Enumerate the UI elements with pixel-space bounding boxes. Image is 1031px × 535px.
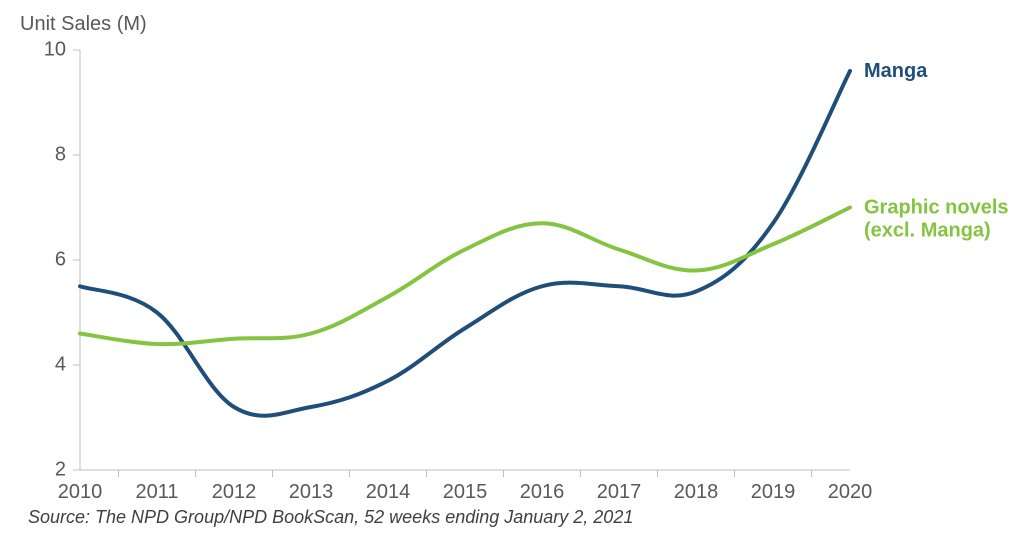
y-tick-label: 6 (55, 248, 66, 270)
y-tick-label: 10 (44, 38, 66, 60)
y-tick-label: 4 (55, 353, 66, 375)
series-label-1: Graphic novels(excl. Manga) (864, 197, 1009, 242)
x-tick-label: 2019 (751, 481, 796, 503)
series-line-0 (80, 71, 850, 416)
y-tick-label: 8 (55, 143, 66, 165)
x-tick-label: 2016 (520, 481, 565, 503)
y-tick-label: 2 (55, 458, 66, 480)
source-note: Source: The NPD Group/NPD BookScan, 52 w… (28, 507, 633, 527)
x-tick-label: 2020 (828, 481, 873, 503)
x-tick-label: 2011 (135, 481, 178, 503)
x-tick-label: 2012 (212, 481, 257, 503)
x-tick-label: 2018 (674, 481, 719, 503)
y-axis-title: Unit Sales (M) (20, 13, 147, 35)
x-tick-label: 2015 (443, 481, 488, 503)
series-label-0: Manga (864, 60, 928, 82)
x-tick-label: 2013 (289, 481, 334, 503)
x-tick-label: 2017 (597, 481, 642, 503)
chart-container: Unit Sales (M) 2 4 6 8 10 2010 2011 2012 2013 2014… (0, 0, 1031, 535)
series-line-1 (80, 208, 850, 345)
line-chart: Unit Sales (M) 2 4 6 8 10 2010 2011 2012 2013 2014… (0, 0, 1031, 535)
x-tick-label: 2010 (58, 481, 103, 503)
x-tick-label: 2014 (366, 481, 411, 503)
